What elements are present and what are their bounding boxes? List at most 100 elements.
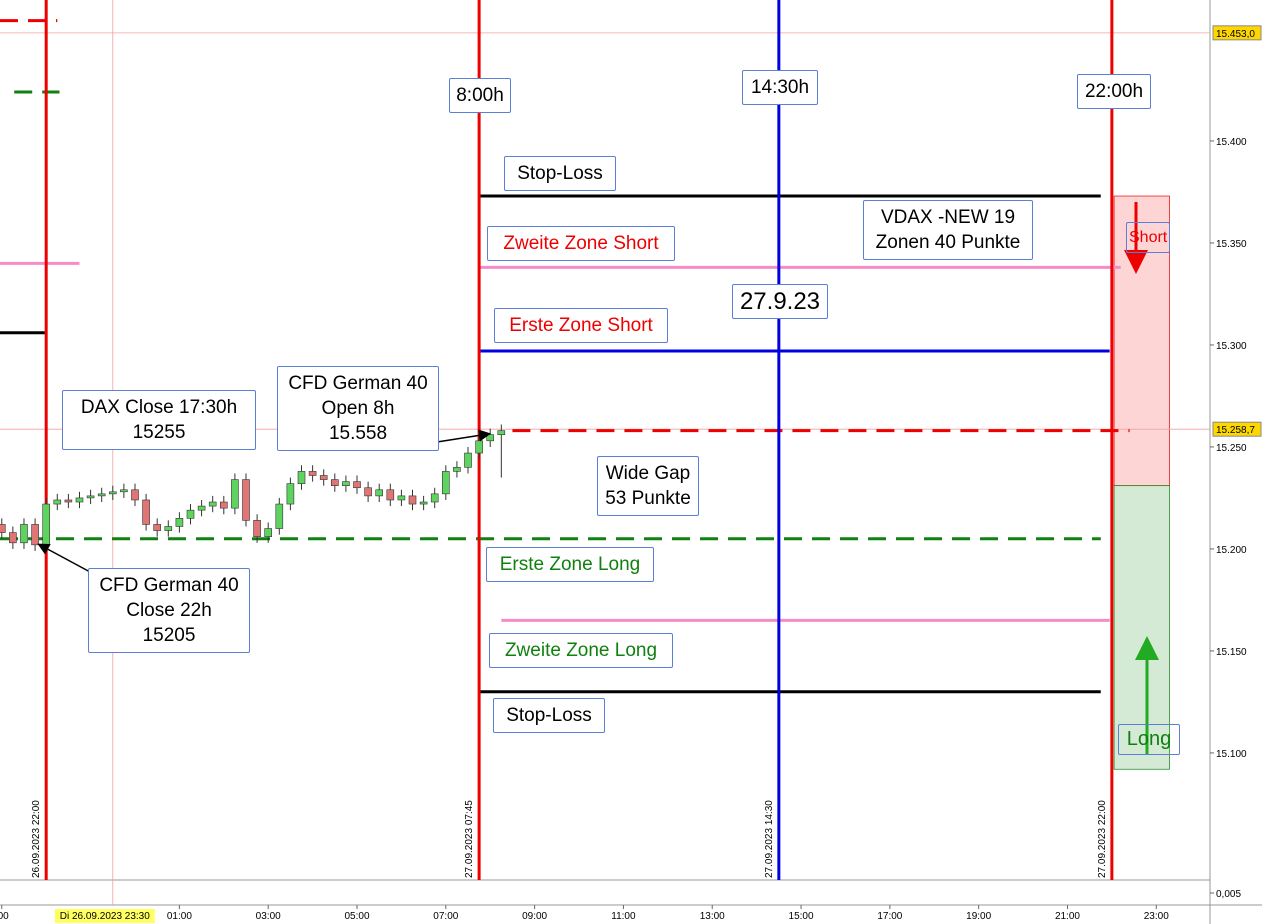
- annotation-line: VDAX -NEW 19: [880, 207, 1016, 228]
- y-tick-label: 15.350: [1216, 239, 1247, 250]
- candle-body: [342, 481, 350, 486]
- price-label-bg: [1212, 421, 1262, 437]
- candle-body: [430, 493, 439, 503]
- candle-body: [120, 489, 128, 493]
- candle-body: [97, 493, 106, 497]
- x-tick-label: 09:00: [522, 911, 547, 922]
- candle-body: [208, 501, 217, 507]
- annotation-box: Stop-Loss: [504, 156, 616, 191]
- candle-body: [486, 434, 495, 442]
- annotation-line: Erste Zone Long: [499, 554, 641, 575]
- candle-body: [75, 497, 84, 503]
- candle-body: [253, 520, 261, 537]
- candle-body: [42, 503, 50, 546]
- annotation-line: 15205: [142, 625, 196, 646]
- candle-body: [108, 491, 117, 495]
- y-tick-label: 0,005: [1216, 889, 1241, 900]
- annotation-line: 8:00h: [456, 85, 504, 106]
- x-tick-label: 03:00: [256, 911, 281, 922]
- candle-body: [353, 481, 361, 489]
- candle-body: [53, 499, 62, 505]
- annotation-line: 27.9.23: [739, 288, 821, 315]
- price-label-bg: [1212, 25, 1262, 41]
- annotation-line: Wide Gap: [605, 463, 691, 484]
- zone-label: Short: [1126, 222, 1170, 253]
- candle-body: [464, 452, 472, 468]
- candle-body: [31, 524, 39, 546]
- annotation-box: 22:00h: [1077, 74, 1151, 109]
- candle-body: [453, 467, 461, 472]
- annotation-line: Close 22h: [126, 600, 212, 621]
- candle-body: [20, 524, 28, 544]
- y-tick-label: 15.300: [1216, 341, 1247, 352]
- arrow: [37, 543, 93, 574]
- zone: [1113, 195, 1170, 487]
- annotation-line: CFD German 40: [288, 373, 428, 394]
- price-label: 15.258,7: [1216, 425, 1255, 436]
- candle-body: [297, 471, 306, 484]
- annotation-box: CFD German 40 Open 8h 15.558: [277, 366, 439, 451]
- annotation-line: Open 8h: [321, 398, 395, 419]
- candle-body: [131, 489, 139, 501]
- x-tick-label: 15:00: [789, 911, 814, 922]
- annotation-box: 27.9.23: [732, 284, 828, 319]
- annotation-box: Stop-Loss: [493, 698, 605, 733]
- vertical-label: 27.09.2023 22:00: [1097, 800, 1108, 878]
- x-tick-label: 01:00: [167, 911, 192, 922]
- candle-body: [286, 483, 295, 505]
- x-tick-label: 13:00: [700, 911, 725, 922]
- annotation-box: Erste Zone Long: [486, 547, 654, 582]
- candle-body: [186, 509, 195, 519]
- x-tick-label: 21:00: [1055, 911, 1080, 922]
- candle-body: [497, 430, 506, 435]
- candle-body: [319, 475, 328, 480]
- candle-body: [153, 524, 161, 531]
- annotation-box: DAX Close 17:30h 15255: [62, 390, 256, 450]
- annotation-line: Stop-Loss: [506, 705, 592, 726]
- candle-body: [331, 479, 339, 486]
- candle-body: [164, 526, 173, 531]
- candle-body: [275, 503, 284, 529]
- vertical-label: 27.09.2023 14:30: [764, 800, 775, 878]
- candle-body: [9, 532, 17, 544]
- x-tick-label: :00: [0, 911, 9, 922]
- candle-body: [86, 495, 95, 499]
- annotation-line: 22:00h: [1084, 81, 1144, 102]
- annotation-box: Zweite Zone Long: [489, 633, 673, 668]
- x-tick-label: 19:00: [966, 911, 991, 922]
- annotation-box: Erste Zone Short: [494, 308, 668, 343]
- candle-body: [364, 487, 372, 497]
- annotation-line: 15.558: [328, 423, 388, 444]
- candle-body: [375, 489, 384, 497]
- annotation-box: 8:00h: [449, 78, 511, 113]
- annotation-line: CFD German 40: [99, 575, 239, 596]
- cursor-label: Di 26.09.2023 23:30: [60, 911, 151, 922]
- annotation-box: Wide Gap 53 Punkte: [597, 456, 699, 516]
- cursor-label-bg: [54, 909, 155, 923]
- zone-label: Long: [1118, 724, 1180, 755]
- candle-body: [142, 499, 150, 525]
- x-tick-label: 11:00: [611, 911, 636, 922]
- annotation-line: Erste Zone Short: [509, 315, 653, 336]
- candle-body: [475, 440, 483, 454]
- annotation-box: CFD German 40 Close 22h 15205: [88, 568, 250, 653]
- candle-body: [419, 501, 428, 505]
- price-label: 15.453,0: [1216, 29, 1255, 40]
- candle-body: [175, 518, 184, 527]
- annotation-line: 15255: [132, 422, 186, 443]
- candle-body: [397, 495, 406, 501]
- arrow: [436, 429, 491, 443]
- annotation-box: VDAX -NEW 19 Zonen 40 Punkte: [863, 200, 1033, 260]
- x-tick-label: 05:00: [344, 911, 369, 922]
- candle-body: [308, 471, 317, 476]
- y-tick-label: 15.150: [1216, 647, 1247, 658]
- candle-body: [64, 499, 73, 503]
- annotation-line: 53 Punkte: [605, 488, 691, 509]
- y-tick-label: 15.100: [1216, 749, 1247, 760]
- candle-body: [197, 505, 206, 511]
- x-tick-label: 07:00: [433, 911, 458, 922]
- annotation-line: Zweite Zone Long: [504, 640, 658, 661]
- annotation-box: Zweite Zone Short: [487, 226, 675, 261]
